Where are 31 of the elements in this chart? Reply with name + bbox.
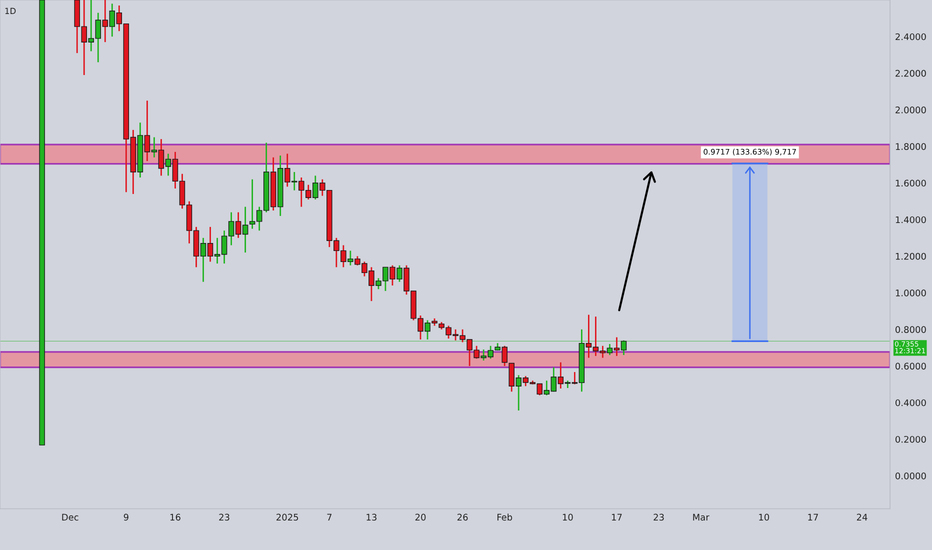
y-tick-label: 0.0000 <box>896 472 926 480</box>
x-tick-label: 26 <box>457 514 468 521</box>
x-tick-label: 23 <box>219 514 230 521</box>
x-tick-label: 10 <box>759 514 770 521</box>
x-tick-label: 9 <box>124 514 128 521</box>
x-tick-label: Feb <box>497 514 512 521</box>
y-tick-label: 1.8000 <box>896 143 926 150</box>
x-tick-label: 20 <box>415 514 426 521</box>
x-tick-label: 7 <box>327 514 332 520</box>
x-tick-label: 24 <box>856 514 868 520</box>
y-tick-label: 0.4000 <box>896 399 926 406</box>
x-tick-label: 23 <box>654 514 664 521</box>
x-tick-label: Mar <box>693 514 710 521</box>
y-tick-label: 1.6000 <box>896 180 926 187</box>
y-tick-label: 1.2000 <box>896 252 926 260</box>
text: 1D <box>5 8 16 14</box>
y-tick-label: 2.0000 <box>896 106 926 114</box>
x-tick-label: 16 <box>170 514 180 521</box>
y-tick-label: 0.8000 <box>896 326 926 333</box>
y-tick-label: 2.2000 <box>896 70 926 77</box>
x-tick-label: Dec <box>62 514 78 521</box>
x-tick-label: 2025 <box>276 514 298 521</box>
x-tick-label: 17 <box>612 514 622 520</box>
y-tick-label: 1.4000 <box>896 216 926 224</box>
x-tick-label: 13 <box>366 514 376 521</box>
y-tick-label: 2.4000 <box>896 33 926 40</box>
y-tick-label: 0.2000 <box>896 436 926 443</box>
x-tick-label: 10 <box>562 514 573 521</box>
y-tick-label: 1.0000 <box>896 290 926 296</box>
y-tick-label: 0.6000 <box>896 362 926 370</box>
x-tick-label: 17 <box>808 514 818 520</box>
